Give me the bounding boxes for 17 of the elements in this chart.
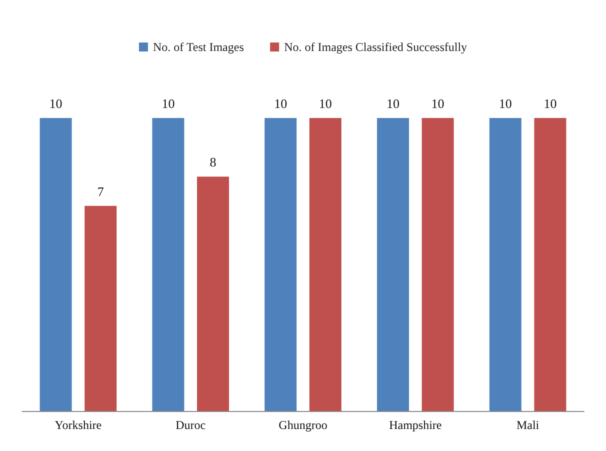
x-tick-label: Ghungroo [278, 418, 328, 432]
data-label: 10 [544, 96, 557, 111]
x-tick-label: Mali [516, 418, 540, 432]
legend-label: No. of Test Images [152, 40, 244, 54]
data-label: 10 [431, 96, 444, 111]
data-label: 10 [386, 96, 400, 111]
x-tick-label: Yorkshire [54, 418, 102, 432]
x-tick-label: Duroc [176, 418, 206, 432]
legend-label: No. of Images Classified Successfully [284, 40, 468, 54]
data-label: 10 [49, 96, 62, 111]
data-label: 10 [162, 96, 175, 111]
data-label: 10 [274, 96, 288, 111]
x-tick-label: Hampshire [389, 418, 442, 432]
data-label: 10 [318, 96, 332, 111]
data-label: 8 [210, 154, 216, 170]
data-label: 10 [498, 96, 512, 111]
data-label: 7 [97, 184, 104, 199]
